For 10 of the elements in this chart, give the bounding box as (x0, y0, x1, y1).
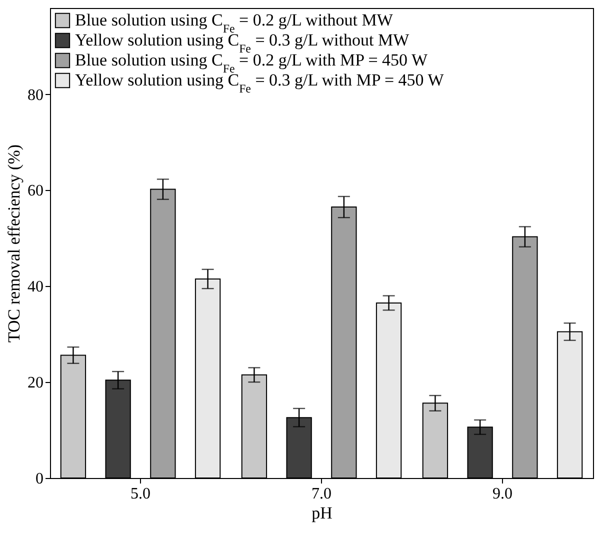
x-tick-label: 9.0 (492, 486, 512, 502)
y-tick-label: 20 (28, 374, 44, 392)
x-tick-label: 7.0 (312, 486, 332, 502)
y-axis-title: TOC removal effeciency (%) (4, 144, 24, 343)
y-tick-label: 0 (36, 470, 44, 488)
y-tick-label: 40 (28, 278, 44, 296)
x-axis-title: pH (312, 504, 332, 522)
y-tick-label: 60 (28, 182, 44, 200)
x-tick-label: 5.0 (130, 486, 150, 502)
y-tick-label: 80 (28, 86, 44, 104)
